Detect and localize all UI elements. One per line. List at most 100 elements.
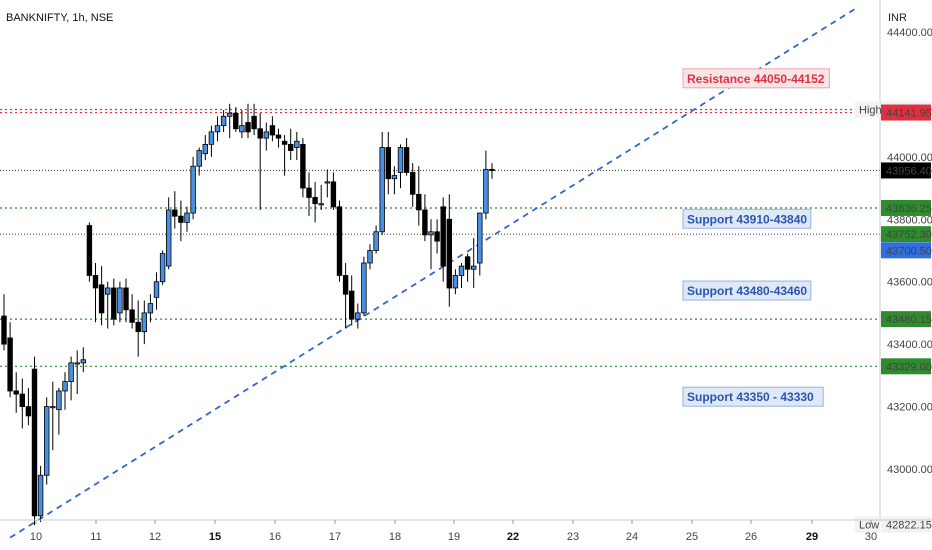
candle-body bbox=[446, 218, 452, 289]
candle bbox=[245, 103, 251, 139]
candle bbox=[379, 131, 385, 235]
annotation-box bbox=[682, 68, 830, 89]
candle-body bbox=[428, 231, 434, 236]
candle bbox=[403, 138, 410, 176]
candle bbox=[92, 262, 99, 323]
candle bbox=[129, 294, 135, 329]
candle bbox=[178, 200, 184, 242]
candle-body bbox=[141, 312, 147, 333]
candle-body bbox=[245, 122, 251, 133]
candle bbox=[153, 272, 160, 310]
candle bbox=[464, 253, 471, 282]
price-tag: 43836.25 bbox=[886, 203, 932, 215]
candle bbox=[123, 278, 129, 323]
candle bbox=[208, 125, 215, 157]
candle-body bbox=[31, 368, 38, 517]
candle bbox=[13, 372, 19, 413]
candle-body bbox=[147, 303, 154, 314]
x-tick-label: 18 bbox=[389, 531, 401, 543]
candle-body bbox=[409, 172, 416, 195]
annotation-text: Support 43350 - 43330 bbox=[687, 390, 814, 404]
candle-body bbox=[403, 147, 410, 173]
candle bbox=[483, 150, 489, 220]
support-annotation: Support 43910-43840 bbox=[682, 208, 812, 229]
candle-body bbox=[56, 390, 62, 411]
candle-body bbox=[37, 474, 44, 517]
candle bbox=[44, 397, 50, 485]
candle-body bbox=[263, 131, 269, 139]
trendline-layer bbox=[9, 6, 859, 539]
price-tag: 43752.30 bbox=[886, 229, 932, 241]
price-tag-bg bbox=[881, 311, 931, 328]
candle-body bbox=[129, 309, 135, 323]
candle bbox=[300, 138, 306, 198]
resistance-annotation: Resistance 44050-44152 bbox=[682, 68, 830, 89]
candle bbox=[159, 250, 166, 285]
candle bbox=[385, 131, 391, 195]
time-axis-layer: 10 11 12 15 16 17 18 19 22 23 24 25 26 29 30 bbox=[0, 519, 932, 543]
candle bbox=[440, 197, 446, 282]
candle-body bbox=[385, 147, 391, 180]
y-tick-label: 43200.00 bbox=[887, 402, 932, 414]
candle bbox=[214, 116, 221, 142]
candle-body bbox=[172, 209, 178, 217]
candle-body bbox=[214, 125, 221, 133]
candle bbox=[342, 262, 349, 329]
price-tag-bg bbox=[881, 162, 931, 179]
candle-body bbox=[367, 250, 373, 264]
x-tick-label: 23 bbox=[567, 531, 579, 543]
candle-body bbox=[202, 143, 208, 155]
candle bbox=[458, 262, 465, 288]
candle-body bbox=[159, 253, 166, 283]
candle-body bbox=[178, 215, 184, 223]
side-label: Low bbox=[859, 520, 879, 532]
candle bbox=[68, 356, 74, 401]
candle bbox=[318, 184, 324, 210]
x-tick-label: 11 bbox=[90, 531, 101, 543]
candle-body bbox=[251, 115, 257, 130]
candle bbox=[452, 269, 459, 295]
candle-body bbox=[111, 287, 117, 320]
candle-body bbox=[342, 275, 349, 295]
x-tick-label: 30 bbox=[865, 531, 877, 543]
annotation-text: Support 43480-43460 bbox=[687, 284, 807, 298]
annotations-layer: Resistance 44050-44152 Support 43910-4384… bbox=[682, 68, 830, 407]
candle-body bbox=[50, 406, 56, 409]
candle-body bbox=[330, 181, 337, 208]
candle-body bbox=[489, 168, 495, 171]
candle bbox=[165, 197, 172, 270]
candle bbox=[477, 212, 483, 276]
candle-body bbox=[422, 209, 428, 236]
price-tag-bg bbox=[881, 242, 931, 259]
y-tick-label: 43800.00 bbox=[887, 214, 932, 226]
candle bbox=[98, 266, 105, 326]
candle-body bbox=[440, 206, 446, 267]
candle-body bbox=[7, 337, 13, 392]
candle-body bbox=[355, 312, 361, 320]
candle bbox=[196, 147, 202, 176]
candle-body bbox=[153, 281, 160, 298]
price-tag: 42822.15 bbox=[886, 520, 932, 532]
annotation-text: Resistance 44050-44152 bbox=[687, 72, 825, 86]
candle bbox=[397, 144, 404, 189]
x-tick-label: 29 bbox=[806, 531, 818, 543]
candle bbox=[226, 103, 233, 139]
candle bbox=[251, 103, 257, 136]
candle bbox=[324, 169, 330, 198]
candles-layer bbox=[1, 103, 495, 526]
candle bbox=[117, 281, 123, 323]
y-tick-label: 44000.00 bbox=[887, 152, 932, 164]
candle-body bbox=[19, 393, 25, 407]
candle bbox=[416, 166, 422, 226]
candle bbox=[294, 131, 300, 160]
candle-body bbox=[281, 140, 288, 145]
annotation-box bbox=[682, 280, 812, 301]
y-tick-label: 43600.00 bbox=[887, 277, 932, 289]
candle-body bbox=[92, 275, 99, 289]
candle bbox=[348, 275, 355, 326]
price-tag-bg bbox=[881, 104, 931, 121]
y-tick-label: 43400.00 bbox=[887, 339, 932, 351]
candle-body bbox=[269, 125, 276, 136]
candle-body bbox=[86, 225, 93, 276]
